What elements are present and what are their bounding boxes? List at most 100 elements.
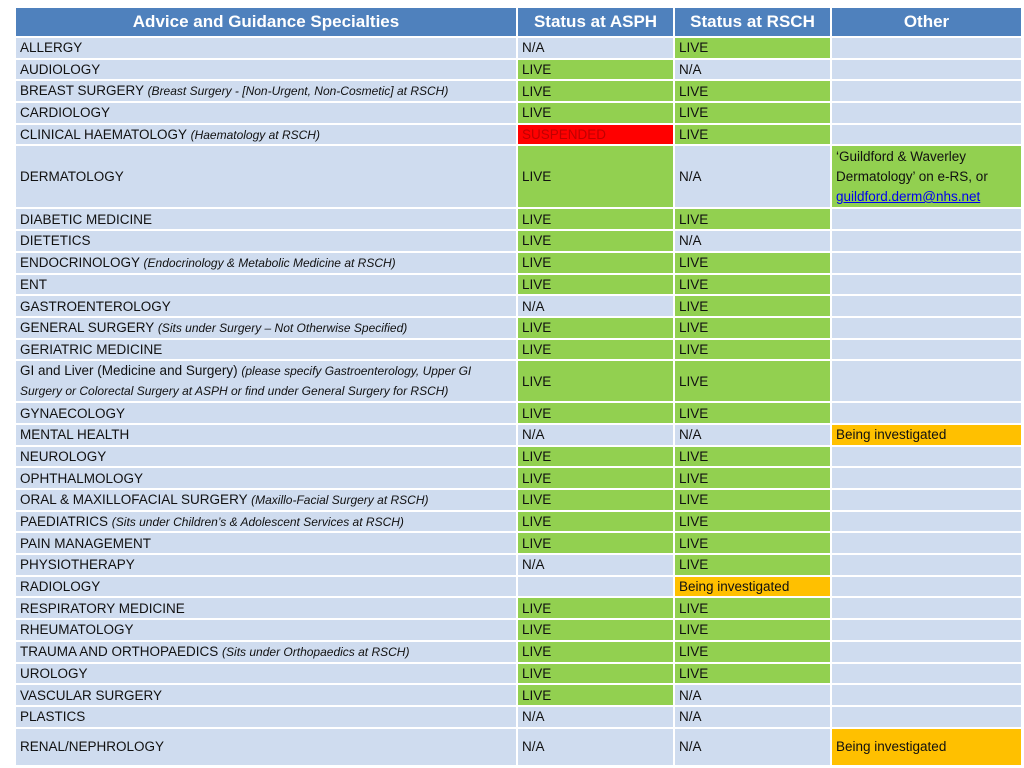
status-rsch-cell: LIVE [675, 490, 830, 510]
table-row: DIABETIC MEDICINE LIVE LIVE [16, 209, 1021, 230]
specialty-cell: ALLERGY [16, 38, 516, 58]
dermatology-email-link[interactable]: guildford.derm@nhs.net [836, 188, 981, 204]
specialty-name: RADIOLOGY [20, 579, 101, 595]
specialty-name: DIABETIC MEDICINE [20, 211, 153, 227]
other-cell [832, 598, 1021, 619]
status-asph-cell: LIVE [518, 231, 673, 251]
specialty-name: ENT [20, 276, 47, 292]
header-specialty: Advice and Guidance Specialties [16, 8, 516, 36]
status-rsch-cell: LIVE [675, 209, 830, 230]
other-cell [832, 641, 1021, 662]
table-row: PLASTICS N/A N/A [16, 706, 1021, 727]
other-cell [832, 446, 1021, 467]
specialty-note: (Sits under Surgery – Not Otherwise Spec… [157, 320, 408, 335]
status-asph-cell: LIVE [518, 317, 673, 338]
status-asph-cell: N/A [518, 38, 673, 58]
other-cell [832, 59, 1021, 80]
table-row: CLINICAL HAEMATOLOGY (Haematology at RSC… [16, 124, 1021, 145]
other-cell [832, 81, 1021, 102]
specialty-note: (Maxillo-Facial Surgery at RSCH) [251, 492, 429, 507]
specialty-name: CLINICAL HAEMATOLOGY [20, 126, 187, 142]
specialty-cell: VASCULAR SURGERY [16, 685, 516, 705]
status-asph-cell: LIVE [518, 620, 673, 640]
specialty-name: MENTAL HEALTH [20, 427, 130, 443]
specialty-cell: GASTROENTEROLOGY [16, 296, 516, 316]
specialty-name: PAIN MANAGEMENT [20, 535, 152, 551]
table-row: RESPIRATORY MEDICINE LIVE LIVE [16, 598, 1021, 619]
status-rsch-cell: LIVE [675, 38, 830, 58]
specialty-cell: RENAL/NEPHROLOGY [16, 728, 516, 765]
specialty-cell: DIABETIC MEDICINE [16, 209, 516, 230]
specialty-name: GYNAECOLOGY [20, 405, 126, 421]
status-rsch-cell: LIVE [675, 533, 830, 554]
table-row: DIETETICS LIVE N/A [16, 231, 1021, 251]
specialty-note: (Breast Surgery - [Non-Urgent, Non-Cosme… [147, 84, 449, 99]
specialty-name: NEUROLOGY [20, 448, 107, 464]
other-cell [832, 103, 1021, 123]
status-asph-cell: LIVE [518, 252, 673, 273]
other-cell: ‘Guildford & Waverley Dermatology’ on e-… [832, 146, 1021, 208]
status-asph-cell: LIVE [518, 403, 673, 423]
status-asph-cell: LIVE [518, 274, 673, 295]
status-asph-cell: LIVE [518, 511, 673, 532]
other-cell [832, 317, 1021, 338]
other-cell [832, 468, 1021, 488]
table-row: PAIN MANAGEMENT LIVE LIVE [16, 533, 1021, 554]
specialty-cell: ENT [16, 274, 516, 295]
table-row: DERMATOLOGY LIVE N/A ‘Guildford & Waverley … [16, 146, 1021, 208]
specialty-name: RHEUMATOLOGY [20, 622, 134, 638]
status-rsch-cell: LIVE [675, 663, 830, 684]
specialty-name: PLASTICS [20, 709, 86, 725]
status-asph-cell: N/A [518, 706, 673, 727]
status-asph-cell: SUSPENDED [518, 124, 673, 145]
specialty-cell: DERMATOLOGY [16, 146, 516, 208]
specialty-name: ORAL & MAXILLOFACIAL SURGERY [20, 491, 248, 507]
specialty-name: RENAL/NEPHROLOGY [20, 739, 165, 755]
specialty-cell: ENDOCRINOLOGY (Endocrinology & Metabolic… [16, 252, 516, 273]
specialty-cell: RESPIRATORY MEDICINE [16, 598, 516, 619]
table-row: CARDIOLOGY LIVE LIVE [16, 103, 1021, 123]
table-row: MENTAL HEALTH N/A N/A Being investigated [16, 424, 1021, 445]
other-cell [832, 490, 1021, 510]
table-row: NEUROLOGY LIVE LIVE [16, 446, 1021, 467]
other-cell [832, 361, 1021, 402]
status-rsch-cell: LIVE [675, 252, 830, 273]
other-cell [832, 296, 1021, 316]
specialty-cell: TRAUMA AND ORTHOPAEDICS (Sits under Orth… [16, 641, 516, 662]
status-asph-cell: N/A [518, 728, 673, 765]
other-cell: Being investigated [832, 728, 1021, 765]
other-cell [832, 124, 1021, 145]
table-row: PHYSIOTHERAPY N/A LIVE [16, 555, 1021, 575]
specialty-name: AUDIOLOGY [20, 62, 101, 78]
table-row: RENAL/NEPHROLOGY N/A N/A Being investigated [16, 728, 1021, 765]
specialty-cell: BREAST SURGERY (Breast Surgery - [Non-Ur… [16, 81, 516, 102]
status-rsch-cell: LIVE [675, 403, 830, 423]
specialty-cell: GENERAL SURGERY (Sits under Surgery – No… [16, 317, 516, 338]
status-rsch-cell: N/A [675, 59, 830, 80]
other-cell [832, 663, 1021, 684]
specialty-cell: MENTAL HEALTH [16, 424, 516, 445]
other-cell [832, 252, 1021, 273]
table-row: BREAST SURGERY (Breast Surgery - [Non-Ur… [16, 81, 1021, 102]
status-asph-cell: LIVE [518, 641, 673, 662]
other-cell [832, 403, 1021, 423]
status-asph-cell: LIVE [518, 468, 673, 488]
status-rsch-cell: LIVE [675, 598, 830, 619]
status-rsch-cell: LIVE [675, 511, 830, 532]
specialty-cell: PLASTICS [16, 706, 516, 727]
specialty-name: OPHTHALMOLOGY [20, 470, 144, 486]
status-rsch-cell: LIVE [675, 361, 830, 402]
specialty-note: (please specify Gastroenterology, Upper … [20, 364, 472, 399]
other-cell [832, 620, 1021, 640]
specialty-name: UROLOGY [20, 665, 88, 681]
specialty-cell: PAIN MANAGEMENT [16, 533, 516, 554]
header-status-asph: Status at ASPH [518, 8, 673, 36]
specialty-cell: PHYSIOTHERAPY [16, 555, 516, 575]
specialty-cell: RADIOLOGY [16, 576, 516, 597]
other-cell [832, 555, 1021, 575]
table-row: ENT LIVE LIVE [16, 274, 1021, 295]
status-rsch-cell: N/A [675, 728, 830, 765]
specialty-note: (Endocrinology & Metabolic Medicine at R… [143, 255, 396, 270]
specialty-name: GI and Liver (Medicine and Surgery) [20, 363, 238, 379]
status-asph-cell: LIVE [518, 490, 673, 510]
